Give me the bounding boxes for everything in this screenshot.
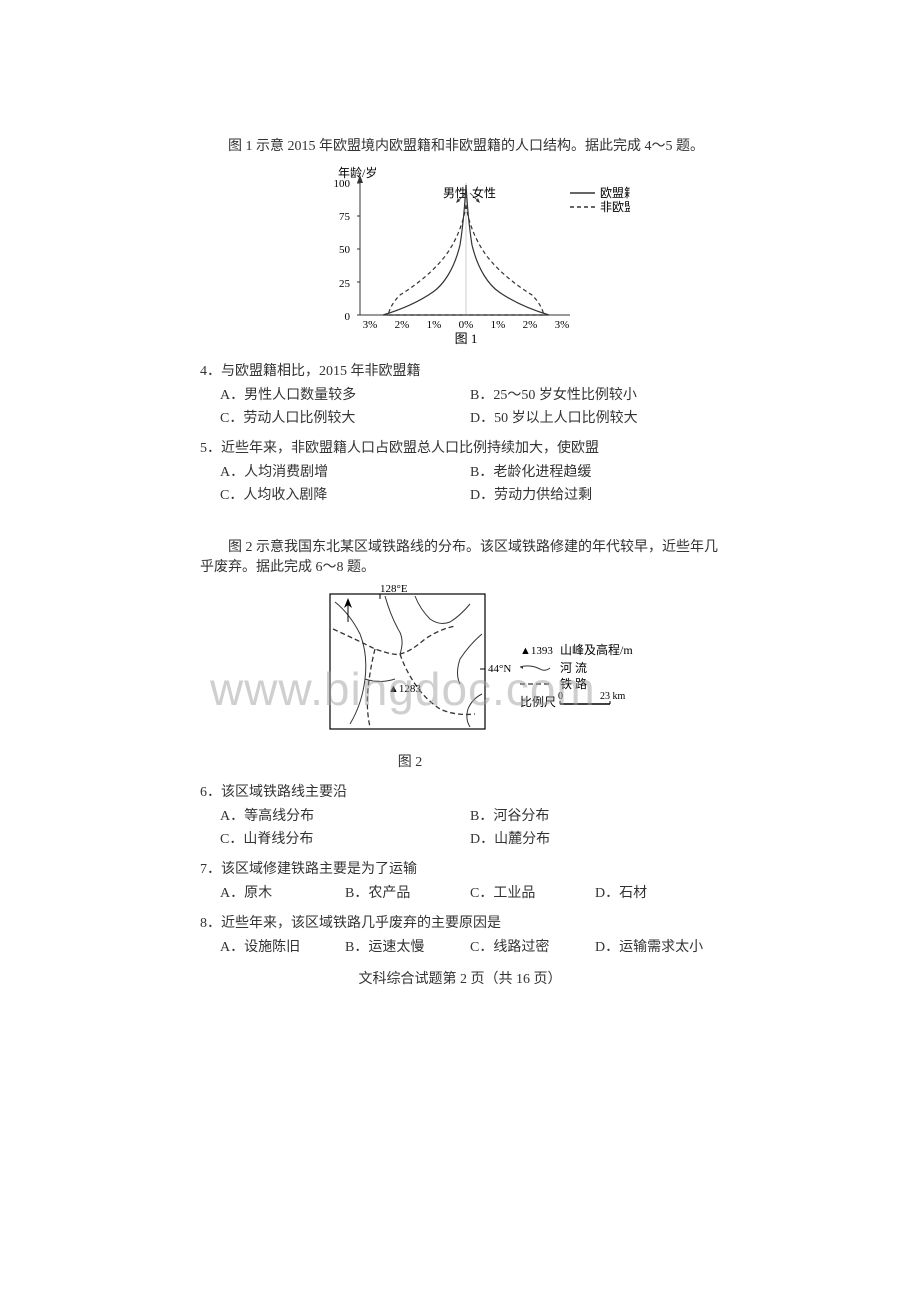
- neu-female-curve: [466, 205, 544, 315]
- chart1-caption: 图 1: [455, 331, 478, 345]
- q6-opt-b: B．河谷分布: [470, 805, 720, 825]
- q8-opt-b: B．运速太慢: [345, 936, 470, 956]
- question-5: 5．近些年来，非欧盟籍人口占欧盟总人口比例持续加大，使欧盟 A．人均消费剧增 B…: [200, 437, 720, 504]
- population-pyramid-svg: 年龄/岁 0 25 50 75 100 3% 2% 1% 0% 1% 2% 3%: [290, 165, 630, 345]
- legend-neu: 非欧盟籍: [600, 199, 630, 214]
- q7-opt-b: B．农产品: [345, 882, 470, 902]
- q5-stem: 5．近些年来，非欧盟籍人口占欧盟总人口比例持续加大，使欧盟: [200, 437, 720, 457]
- q5-opt-d: D．劳动力供给过剩: [470, 484, 720, 504]
- q5-opt-b: B．老龄化进程趋缓: [470, 461, 720, 481]
- legend-eu: 欧盟籍: [600, 185, 630, 200]
- lon-label: 128°E: [380, 584, 408, 595]
- q7-opt-c: C．工业品: [470, 882, 595, 902]
- map-container: 128°E 44°N ▲1283: [200, 584, 720, 771]
- question-6: 6．该区域铁路线主要沿 A．等高线分布 B．河谷分布 C．山脊线分布 D．山麓分…: [200, 781, 720, 848]
- xtick: 0%: [459, 319, 474, 331]
- xtick: 2%: [523, 319, 538, 331]
- q8-opt-a: A．设施陈旧: [220, 936, 345, 956]
- xtick: 1%: [491, 319, 506, 331]
- q6-opt-a: A．等高线分布: [220, 805, 470, 825]
- ytick-0: 0: [345, 311, 351, 323]
- eu-female-curve: [466, 185, 549, 315]
- q4-opt-b: B．25～50 岁女性比例较小: [470, 384, 720, 404]
- q7-stem: 7．该区域修建铁路主要是为了运输: [200, 858, 720, 878]
- neu-male-curve: [388, 205, 466, 315]
- chart-1-container: 年龄/岁 0 25 50 75 100 3% 2% 1% 0% 1% 2% 3%: [200, 165, 720, 350]
- q8-opt-d: D．运输需求太小: [595, 936, 720, 956]
- xtick: 3%: [555, 319, 570, 331]
- peak-label: ▲1283: [388, 683, 421, 695]
- map-svg: 128°E 44°N ▲1283: [250, 584, 670, 744]
- ytick-25: 25: [339, 278, 351, 290]
- scale-23: 23 km: [600, 691, 626, 702]
- q5-opt-c: C．人均收入剧降: [220, 484, 470, 504]
- q4-opt-d: D．50 岁以上人口比例较大: [470, 407, 720, 427]
- q8-opt-c: C．线路过密: [470, 936, 595, 956]
- legend-rail: 铁 路: [560, 676, 587, 691]
- q4-stem: 4．与欧盟籍相比，2015 年非欧盟籍: [200, 360, 720, 380]
- q6-stem: 6．该区域铁路线主要沿: [200, 781, 720, 801]
- eu-male-curve: [383, 185, 466, 315]
- xtick: 3%: [363, 319, 378, 331]
- scale-0: 0: [558, 691, 563, 702]
- question-7: 7．该区域修建铁路主要是为了运输 A．原木 B．农产品 C．工业品 D．石材: [200, 858, 720, 902]
- ytick-50: 50: [339, 244, 351, 256]
- ytick-75: 75: [339, 211, 351, 223]
- intro-text-1: 图 1 示意 2015 年欧盟境内欧盟籍和非欧盟籍的人口结构。据此完成 4～5 …: [200, 135, 720, 155]
- q4-opt-a: A．男性人口数量较多: [220, 384, 470, 404]
- legend-peak: 山峰及高程/m: [560, 642, 633, 657]
- lat-label: 44°N: [488, 663, 511, 675]
- question-8: 8．近些年来，该区域铁路几乎废弃的主要原因是 A．设施陈旧 B．运速太慢 C．线…: [200, 912, 720, 956]
- exam-page: 图 1 示意 2015 年欧盟境内欧盟籍和非欧盟籍的人口结构。据此完成 4～5 …: [200, 135, 720, 988]
- xtick: 1%: [427, 319, 442, 331]
- q5-opt-a: A．人均消费剧增: [220, 461, 470, 481]
- scale-label: 比例尺: [520, 695, 556, 709]
- map-caption: 图 2: [100, 751, 720, 771]
- ytick-100: 100: [334, 178, 351, 190]
- q7-opt-d: D．石材: [595, 882, 720, 902]
- intro-text-2: 图 2 示意我国东北某区域铁路线的分布。该区域铁路修建的年代较早，近些年几乎废弃…: [200, 536, 720, 576]
- male-label: 男性: [443, 186, 467, 200]
- legend-peak-sym: ▲1393: [520, 645, 553, 657]
- xtick: 2%: [395, 319, 410, 331]
- q7-opt-a: A．原木: [220, 882, 345, 902]
- q4-opt-c: C．劳动人口比例较大: [220, 407, 470, 427]
- legend-river: 河 流: [560, 661, 587, 675]
- q8-stem: 8．近些年来，该区域铁路几乎废弃的主要原因是: [200, 912, 720, 932]
- question-4: 4．与欧盟籍相比，2015 年非欧盟籍 A．男性人口数量较多 B．25～50 岁…: [200, 360, 720, 427]
- page-footer: 文科综合试题第 2 页（共 16 页）: [200, 968, 720, 988]
- female-label: 女性: [472, 185, 496, 200]
- q6-opt-c: C．山脊线分布: [220, 828, 470, 848]
- q6-opt-d: D．山麓分布: [470, 828, 720, 848]
